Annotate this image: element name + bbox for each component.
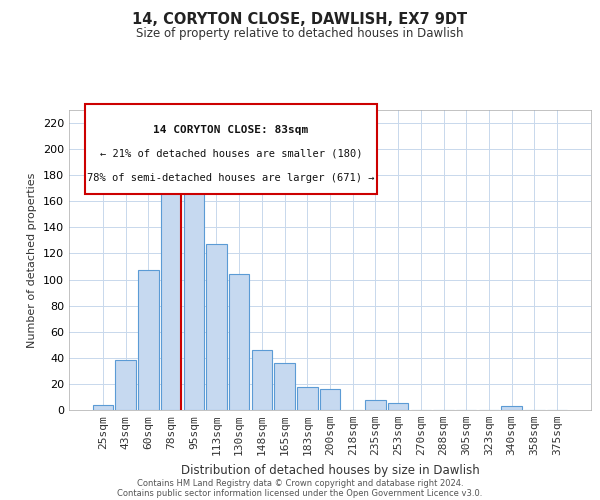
Bar (161, 175, 181, 410)
Bar (388, 404, 409, 410)
Bar (297, 386, 317, 410)
Bar (274, 363, 295, 410)
Bar (229, 274, 250, 410)
Bar (502, 406, 522, 410)
Text: ← 21% of detached houses are smaller (180): ← 21% of detached houses are smaller (18… (100, 149, 362, 159)
Bar (251, 350, 272, 410)
Bar (320, 389, 340, 410)
Y-axis label: Number of detached properties: Number of detached properties (28, 172, 37, 348)
Bar (206, 244, 227, 410)
FancyBboxPatch shape (85, 104, 377, 194)
Text: 78% of semi-detached houses are larger (671) →: 78% of semi-detached houses are larger (… (87, 173, 374, 183)
Bar (184, 176, 204, 410)
Bar (138, 270, 158, 410)
Bar (93, 405, 113, 410)
X-axis label: Distribution of detached houses by size in Dawlish: Distribution of detached houses by size … (181, 464, 479, 476)
Text: 14, CORYTON CLOSE, DAWLISH, EX7 9DT: 14, CORYTON CLOSE, DAWLISH, EX7 9DT (133, 12, 467, 28)
Text: Contains public sector information licensed under the Open Government Licence v3: Contains public sector information licen… (118, 488, 482, 498)
Text: Size of property relative to detached houses in Dawlish: Size of property relative to detached ho… (136, 28, 464, 40)
Text: Contains HM Land Registry data © Crown copyright and database right 2024.: Contains HM Land Registry data © Crown c… (137, 478, 463, 488)
Bar (365, 400, 386, 410)
Text: 14 CORYTON CLOSE: 83sqm: 14 CORYTON CLOSE: 83sqm (153, 125, 308, 135)
Bar (115, 360, 136, 410)
